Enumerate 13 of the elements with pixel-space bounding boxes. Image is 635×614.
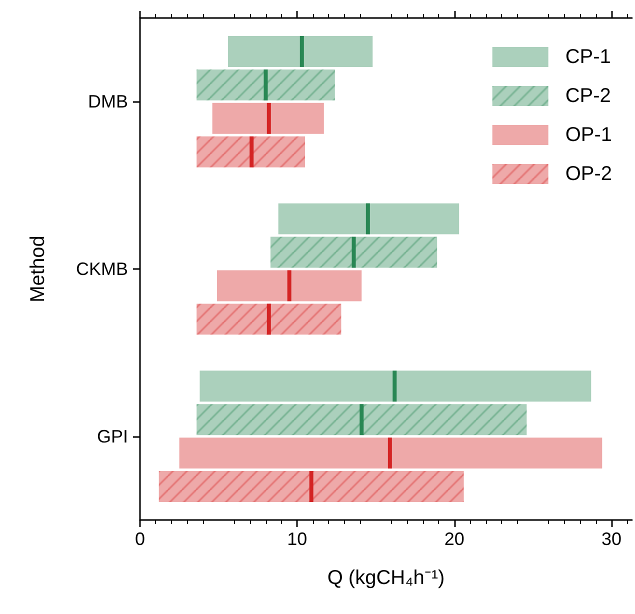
- legend-label: CP-1: [565, 46, 611, 68]
- legend-label: OP-1: [565, 124, 612, 146]
- x-axis-title: Q (kgCH₄h⁻¹): [327, 567, 445, 589]
- y-axis-title: Method: [27, 236, 49, 302]
- y-tick-label: DMB: [88, 92, 128, 112]
- legend-label: OP-2: [565, 163, 612, 185]
- y-tick-label: GPI: [96, 426, 128, 446]
- x-tick-label: 10: [287, 529, 308, 549]
- legend-label: CP-2: [565, 85, 611, 107]
- y-tick-label: CKMB: [76, 259, 128, 279]
- x-tick-label: 20: [444, 529, 464, 549]
- x-tick-label: 0: [134, 529, 146, 549]
- x-tick-label: 30: [602, 529, 622, 549]
